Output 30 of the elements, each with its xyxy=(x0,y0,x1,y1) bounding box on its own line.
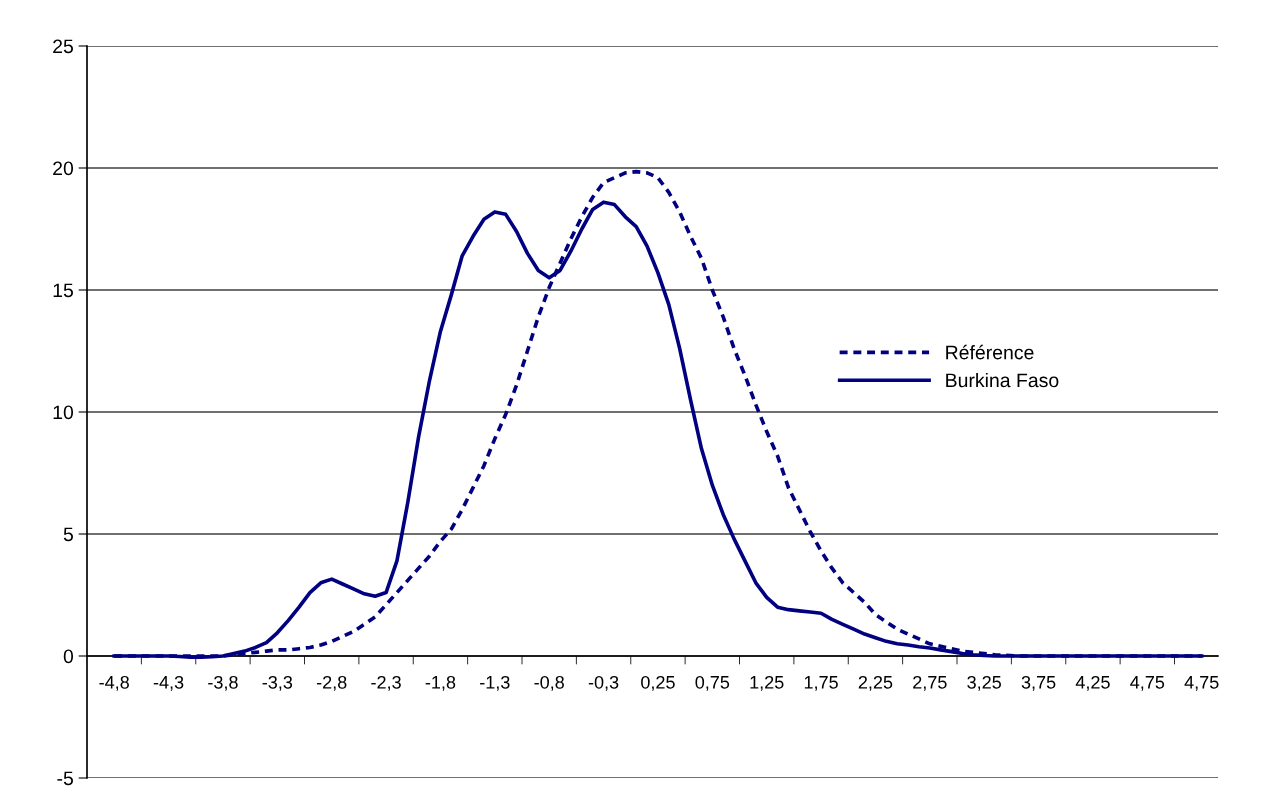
x-tick-label: -1,3 xyxy=(480,675,510,691)
legend-label: Burkina Faso xyxy=(946,372,1059,388)
x-tick-label: -4,3 xyxy=(153,675,184,691)
y-tick-label: 5 xyxy=(63,527,73,542)
y-tick-label: 25 xyxy=(53,39,73,54)
x-tick-label: 3,75 xyxy=(1021,675,1056,691)
x-tick-label: 2,75 xyxy=(913,675,947,691)
y-tick-label: 0 xyxy=(63,649,74,664)
x-tick-label: -3,3 xyxy=(262,675,293,691)
y-tick-label: 15 xyxy=(53,283,73,298)
y-tick-label: 10 xyxy=(53,405,74,420)
x-tick-label: -0,3 xyxy=(588,675,619,691)
x-tick-label: 3,25 xyxy=(967,675,1001,691)
x-tick-label: 2,25 xyxy=(858,675,893,691)
x-tick-label: 4,25 xyxy=(1075,675,1110,691)
legend-label: Référence xyxy=(946,344,1034,360)
x-tick-label: 4,75 xyxy=(1130,676,1165,691)
x-tick-label: 4,75 xyxy=(1184,676,1219,691)
x-tick-label: -0,8 xyxy=(534,675,564,691)
x-tick-label: -3,8 xyxy=(208,675,238,691)
x-tick-label: -4,8 xyxy=(99,675,129,691)
x-tick-label: 1,25 xyxy=(750,675,784,691)
x-tick-label: -1,8 xyxy=(425,675,456,691)
x-tick-label: -2,3 xyxy=(371,675,401,691)
x-tick-label: 1,75 xyxy=(804,676,838,691)
y-tick-label: 20 xyxy=(53,161,74,176)
x-tick-label: -2,8 xyxy=(316,675,347,691)
x-tick-label: 0,25 xyxy=(641,675,675,691)
x-tick-label: 0,75 xyxy=(695,675,730,691)
y-tick-label: -5 xyxy=(57,771,73,786)
